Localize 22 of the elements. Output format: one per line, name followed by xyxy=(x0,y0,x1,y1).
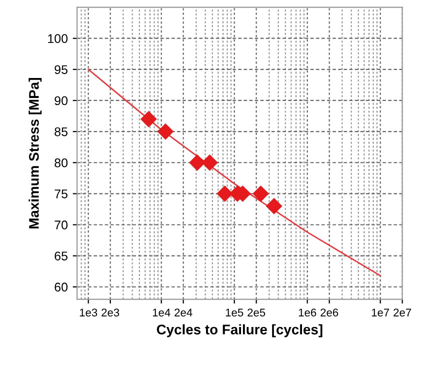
x-tick-label: 1e7 xyxy=(372,308,390,316)
line-series xyxy=(88,68,382,276)
x-tick-label: 1e3 xyxy=(80,308,98,316)
x-tick-label: 1e4 xyxy=(152,308,170,316)
x-tick-label: 2e7 xyxy=(394,308,412,316)
x-tick-label: 1e5 xyxy=(226,308,244,316)
y-axis-title: Maximum Stress [MPa] xyxy=(28,78,42,228)
x-axis-title: Cycles to Failure [cycles] xyxy=(156,324,322,338)
x-tick-label: 1e6 xyxy=(298,308,316,316)
y-tick-label: 65 xyxy=(54,252,68,260)
y-tick-label: 95 xyxy=(54,65,68,74)
y-tick-label: 75 xyxy=(54,190,68,198)
y-tick-label: 90 xyxy=(54,96,68,106)
x-tick-label: 2e5 xyxy=(248,308,266,316)
x-tick-label: 2e4 xyxy=(174,308,192,316)
x-tick-label: 2e3 xyxy=(102,308,120,316)
y-tick-label: 85 xyxy=(54,127,68,136)
y-tick-label: 80 xyxy=(54,158,68,168)
y-tick-label: 60 xyxy=(54,282,68,292)
x-tick-label: 2e6 xyxy=(320,308,338,316)
y-tick-label: 100 xyxy=(48,34,68,44)
y-tick-label: 70 xyxy=(54,220,68,230)
